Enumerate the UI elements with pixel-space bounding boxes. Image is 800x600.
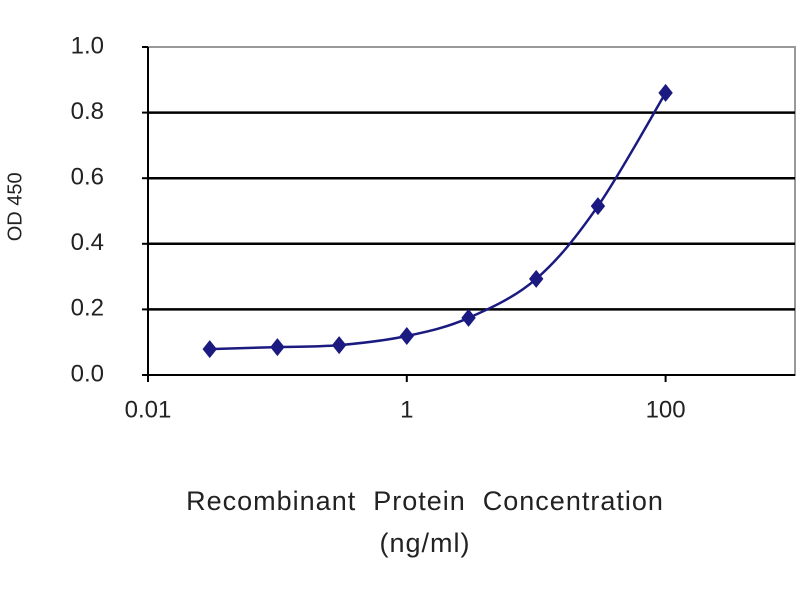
y-tick-label: 0.0 [71,360,104,387]
y-tick-label: 0.6 [71,164,104,191]
y-tick-label: 0.2 [71,295,104,322]
data-point [529,269,544,288]
y-tick-label: 1.0 [71,32,104,59]
data-point [658,83,673,102]
data-point [202,340,217,359]
data-point [461,308,476,327]
x-axis-label: Recombinant Protein Concentration [186,486,664,516]
x-axis-label: (ng/ml) [379,528,470,558]
y-tick-label: 0.4 [71,229,104,256]
x-tick-label: 100 [646,396,686,423]
y-tick-label: 0.8 [71,98,104,125]
data-point [270,338,285,357]
data-point [399,326,414,345]
data-point [331,336,347,355]
y-axis-label: OD 450 [4,172,26,241]
x-tick-label: 0.01 [125,396,172,423]
x-tick-label: 1 [400,396,413,423]
data-point [590,197,606,216]
